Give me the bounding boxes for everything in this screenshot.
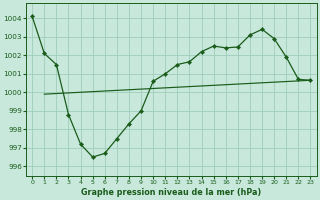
X-axis label: Graphe pression niveau de la mer (hPa): Graphe pression niveau de la mer (hPa): [81, 188, 261, 197]
